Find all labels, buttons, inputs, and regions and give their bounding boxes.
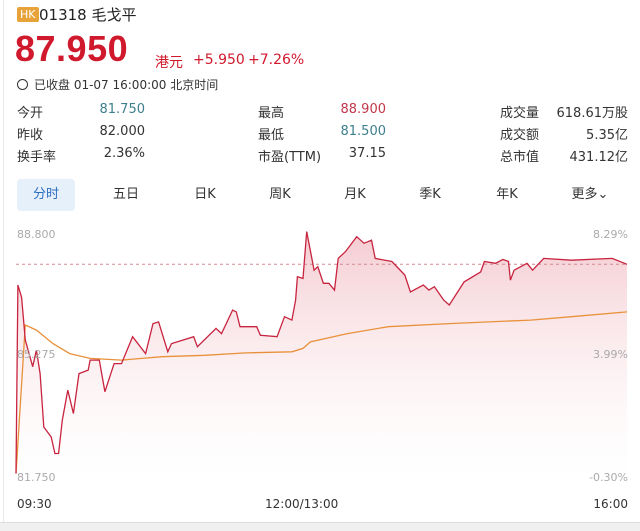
- intraday-chart[interactable]: [0, 220, 640, 520]
- stat-value: 81.750: [99, 102, 146, 117]
- stock-code-name: 01318 毛戈平: [39, 6, 137, 24]
- stat-value: 82.000: [99, 124, 146, 139]
- quote-card: [3, 0, 640, 522]
- clock-icon: [17, 79, 28, 90]
- stat-value: 88.900: [340, 102, 387, 117]
- market-badge: HK: [17, 7, 39, 22]
- y-right-tick: 3.99%: [593, 348, 628, 361]
- tab-2[interactable]: 日K: [194, 187, 216, 202]
- average-price-line: [15, 311, 628, 474]
- y-right-tick: -0.30%: [589, 471, 628, 484]
- y-left-tick: 81.750: [17, 471, 56, 484]
- stat-value: 618.61万股: [556, 106, 629, 121]
- y-left-tick: 88.800: [17, 228, 56, 241]
- tab-7[interactable]: 更多⌄: [571, 187, 609, 202]
- current-price: 87.950: [15, 28, 129, 69]
- price-line: [15, 231, 628, 474]
- market-status: 已收盘 01-07 16:00:00 北京时间: [17, 76, 218, 93]
- tab-4[interactable]: 月K: [344, 187, 366, 202]
- x-tick: 12:00/13:00: [265, 497, 339, 511]
- stat-value: 2.36%: [103, 146, 145, 161]
- y-left-tick: 85.275: [17, 348, 56, 361]
- x-tick: 16:00: [593, 497, 628, 511]
- stat-value: 37.15: [348, 146, 386, 161]
- status-text: 已收盘 01-07 16:00:00 北京时间: [34, 78, 219, 92]
- stat-value: 5.35亿: [586, 128, 628, 143]
- price-change-pct: +7.26%: [248, 52, 305, 68]
- stat-label: 总市值: [500, 150, 540, 165]
- tab-6[interactable]: 年K: [496, 187, 518, 202]
- stat-label: 最高: [258, 106, 285, 121]
- stat-label: 成交量: [500, 106, 540, 121]
- bottom-bar: [0, 522, 640, 531]
- stat-label: 市盈(TTM): [258, 150, 322, 165]
- stat-label: 昨收: [17, 128, 44, 143]
- tab-3[interactable]: 周K: [269, 187, 291, 202]
- x-tick: 09:30: [17, 497, 52, 511]
- tab-0[interactable]: 分时: [17, 179, 75, 211]
- stat-value: 431.12亿: [569, 150, 629, 165]
- stat-value: 81.500: [340, 124, 387, 139]
- stat-label: 最低: [258, 128, 285, 143]
- stat-label: 换手率: [17, 150, 57, 165]
- price-change: +5.950: [193, 52, 245, 68]
- y-right-tick: 8.29%: [593, 228, 628, 241]
- tab-5[interactable]: 季K: [419, 187, 441, 202]
- stat-label: 今开: [17, 106, 44, 121]
- currency: 港元: [155, 55, 183, 71]
- stat-label: 成交额: [500, 128, 540, 143]
- tab-1[interactable]: 五日: [112, 187, 139, 202]
- price-area: [16, 231, 627, 478]
